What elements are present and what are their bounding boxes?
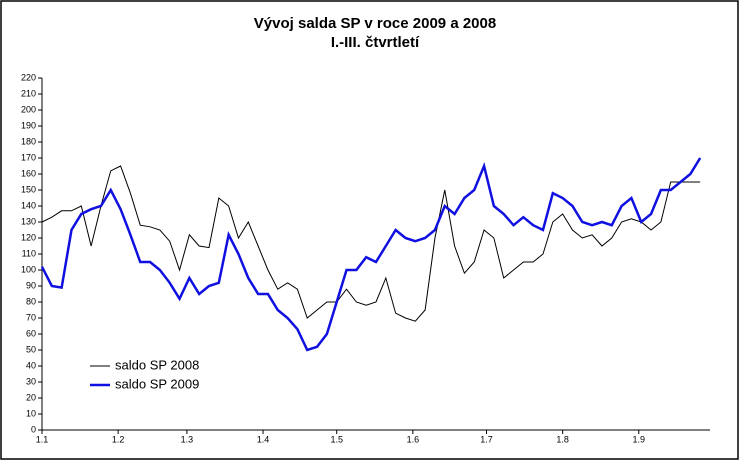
y-tick-label: 130	[21, 216, 36, 226]
x-tick-label: 1.8	[556, 434, 569, 444]
y-tick-label: 190	[21, 120, 36, 130]
x-tick-label: 1.2	[112, 434, 125, 444]
y-tick-label: 50	[26, 344, 36, 354]
x-tick-label: 1.3	[181, 434, 194, 444]
x-tick-label: 1.5	[330, 434, 343, 444]
y-tick-label: 180	[21, 136, 36, 146]
y-tick-label: 120	[21, 232, 36, 242]
x-tick-label: 1.1	[36, 434, 49, 444]
y-tick-label: 80	[26, 296, 36, 306]
y-tick-label: 30	[26, 376, 36, 386]
y-tick-label: 150	[21, 184, 36, 194]
series-line	[41, 165, 701, 322]
series-line	[40, 157, 702, 352]
y-tick-label: 210	[21, 88, 36, 98]
legend-label: saldo SP 2009	[115, 376, 199, 391]
legend-label: saldo SP 2008	[115, 357, 199, 372]
y-tick-label: 70	[26, 312, 36, 322]
y-tick-label: 40	[26, 360, 36, 370]
y-tick-label: 220	[21, 72, 36, 82]
y-tick-label: 200	[21, 104, 36, 114]
x-tick-label: 1.4	[257, 434, 270, 444]
y-tick-label: 90	[26, 280, 36, 290]
y-tick-label: 160	[21, 168, 36, 178]
y-tick-label: 60	[26, 328, 36, 338]
x-tick-label: 1.9	[633, 434, 646, 444]
y-tick-label: 140	[21, 200, 36, 210]
chart-title: Vývoj salda SP v roce 2009 a 2008	[254, 15, 496, 32]
x-tick-label: 1.7	[480, 434, 493, 444]
y-tick-label: 10	[26, 408, 36, 418]
y-tick-label: 20	[26, 392, 36, 402]
y-tick-label: 170	[21, 152, 36, 162]
chart-subtitle: I.-III. čtvrtletí	[331, 34, 420, 51]
y-tick-label: 0	[31, 424, 36, 434]
y-tick-label: 110	[22, 248, 36, 258]
y-tick-label: 100	[21, 264, 36, 274]
x-tick-label: 1.6	[407, 434, 420, 444]
